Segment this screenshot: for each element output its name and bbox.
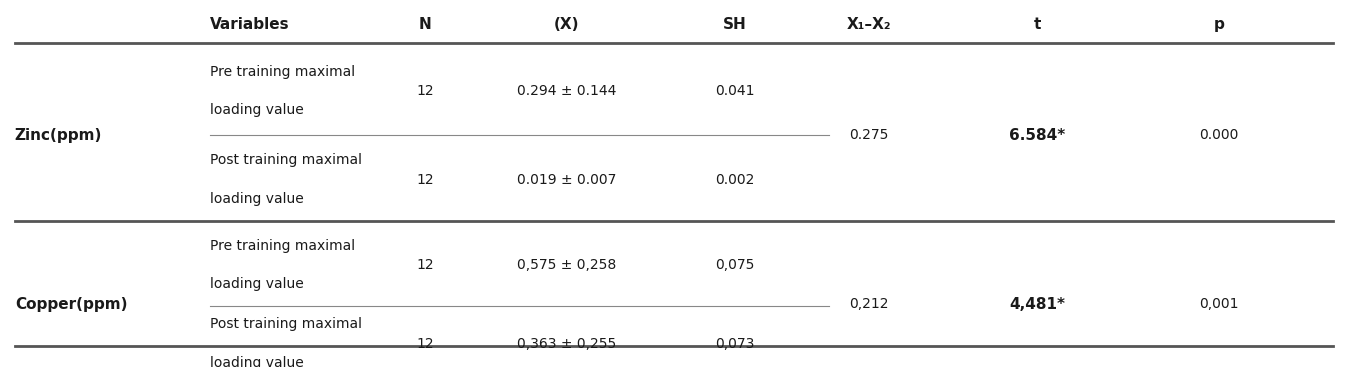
Text: loading value: loading value (210, 192, 303, 206)
Text: N: N (419, 17, 431, 32)
Text: 0.275: 0.275 (849, 128, 888, 142)
Text: 0,575 ± 0,258: 0,575 ± 0,258 (516, 258, 616, 272)
Text: 0.041: 0.041 (714, 84, 755, 98)
Text: 12: 12 (417, 337, 434, 350)
Text: loading value: loading value (210, 277, 303, 291)
Text: Variables: Variables (210, 17, 290, 32)
Text: 0.294 ± 0.144: 0.294 ± 0.144 (516, 84, 616, 98)
Text: Post training maximal: Post training maximal (210, 317, 361, 331)
Text: loading value: loading value (210, 103, 303, 117)
Text: loading value: loading value (210, 356, 303, 367)
Text: p: p (1213, 17, 1224, 32)
Text: 12: 12 (417, 172, 434, 186)
Text: SH: SH (723, 17, 747, 32)
Text: t: t (1034, 17, 1041, 32)
Text: X₁–X₂: X₁–X₂ (847, 17, 891, 32)
Text: 4,481*: 4,481* (1010, 297, 1065, 312)
Text: (X): (X) (554, 17, 580, 32)
Text: 0.000: 0.000 (1200, 128, 1239, 142)
Text: 12: 12 (417, 84, 434, 98)
Text: 0,001: 0,001 (1200, 297, 1239, 311)
Text: 0,212: 0,212 (849, 297, 888, 311)
Text: Pre training maximal: Pre training maximal (210, 239, 355, 252)
Text: Pre training maximal: Pre training maximal (210, 65, 355, 79)
Text: Zinc(ppm): Zinc(ppm) (15, 128, 102, 143)
Text: 0,075: 0,075 (714, 258, 755, 272)
Text: 6.584*: 6.584* (1010, 128, 1065, 143)
Text: 0,363 ± 0,255: 0,363 ± 0,255 (516, 337, 616, 350)
Text: 0.002: 0.002 (714, 172, 755, 186)
Text: 0.019 ± 0.007: 0.019 ± 0.007 (516, 172, 616, 186)
Text: 12: 12 (417, 258, 434, 272)
Text: Post training maximal: Post training maximal (210, 153, 361, 167)
Text: 0,073: 0,073 (714, 337, 755, 350)
Text: Copper(ppm): Copper(ppm) (15, 297, 127, 312)
